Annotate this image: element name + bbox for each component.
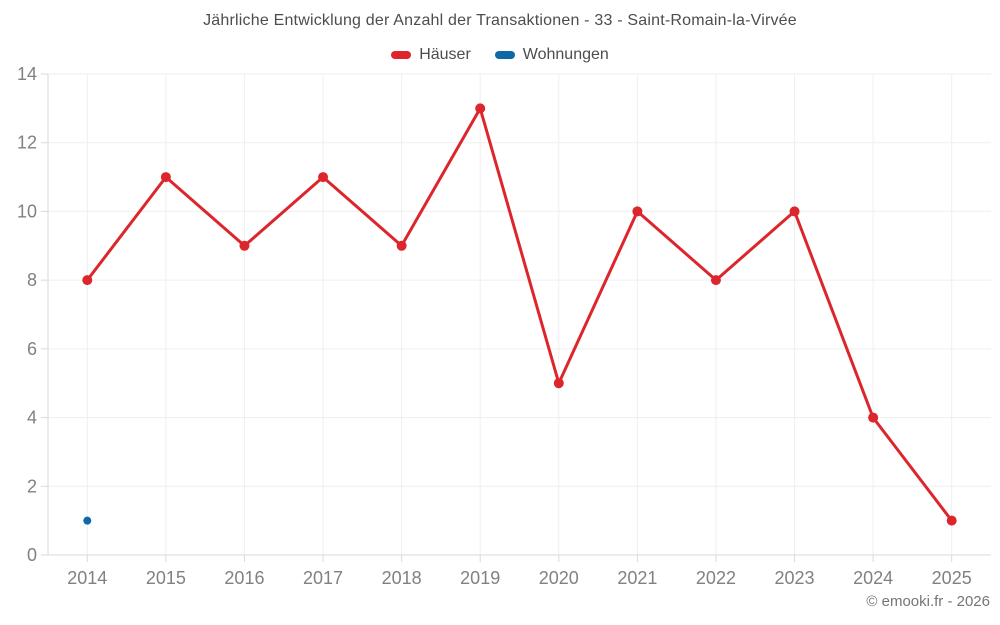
- series-hauser-point[interactable]: [789, 206, 800, 217]
- x-axis-label: 2020: [539, 568, 579, 588]
- x-axis-label: 2018: [382, 568, 422, 588]
- x-axis-label: 2023: [775, 568, 815, 588]
- legend-swatch-icon: [494, 51, 515, 59]
- series-wohnungen-point[interactable]: [83, 516, 92, 525]
- x-axis-label: 2014: [67, 568, 107, 588]
- series-hauser-point[interactable]: [946, 515, 957, 526]
- y-axis-label: 0: [27, 545, 37, 565]
- series-hauser-point[interactable]: [868, 412, 879, 423]
- legend-label: Häuser: [419, 46, 471, 63]
- series-hauser-point[interactable]: [710, 275, 721, 286]
- series-hauser-point[interactable]: [239, 240, 250, 251]
- x-axis-label: 2017: [303, 568, 343, 588]
- legend-swatch-icon: [391, 51, 412, 59]
- series-hauser-point[interactable]: [553, 378, 564, 389]
- series-hauser-line: [85, 106, 954, 523]
- x-axis-label: 2021: [617, 568, 657, 588]
- y-axis-label: 12: [17, 133, 37, 153]
- y-axis-label: 4: [27, 408, 37, 428]
- y-axis-label: 8: [27, 270, 37, 290]
- series-hauser-point[interactable]: [396, 240, 407, 251]
- legend-item-hauser[interactable]: Häuser: [391, 46, 471, 64]
- y-axis-label: 10: [17, 201, 37, 221]
- chart-legend: Häuser Wohnungen: [0, 46, 1000, 64]
- series-hauser-point[interactable]: [82, 275, 93, 286]
- x-axis-label: 2016: [224, 568, 264, 588]
- x-axis-label: 2024: [853, 568, 893, 588]
- series-hauser-point[interactable]: [475, 103, 486, 114]
- chart-title: Jährliche Entwicklung der Anzahl der Tra…: [203, 12, 797, 29]
- y-axis-label: 14: [17, 64, 37, 84]
- series-hauser-point[interactable]: [632, 206, 643, 217]
- x-axis-label: 2025: [932, 568, 972, 588]
- series-hauser-point[interactable]: [318, 172, 329, 183]
- legend-label: Wohnungen: [522, 46, 609, 63]
- x-axis-label: 2015: [146, 568, 186, 588]
- copyright-watermark: © emooki.fr - 2026: [866, 593, 990, 610]
- series-hauser-point[interactable]: [160, 172, 171, 183]
- x-axis-label: 2019: [460, 568, 500, 588]
- y-axis-label: 6: [27, 339, 37, 359]
- x-axis-label: 2022: [696, 568, 736, 588]
- y-axis-label: 2: [27, 476, 37, 496]
- legend-item-wohnungen[interactable]: Wohnungen: [494, 46, 609, 64]
